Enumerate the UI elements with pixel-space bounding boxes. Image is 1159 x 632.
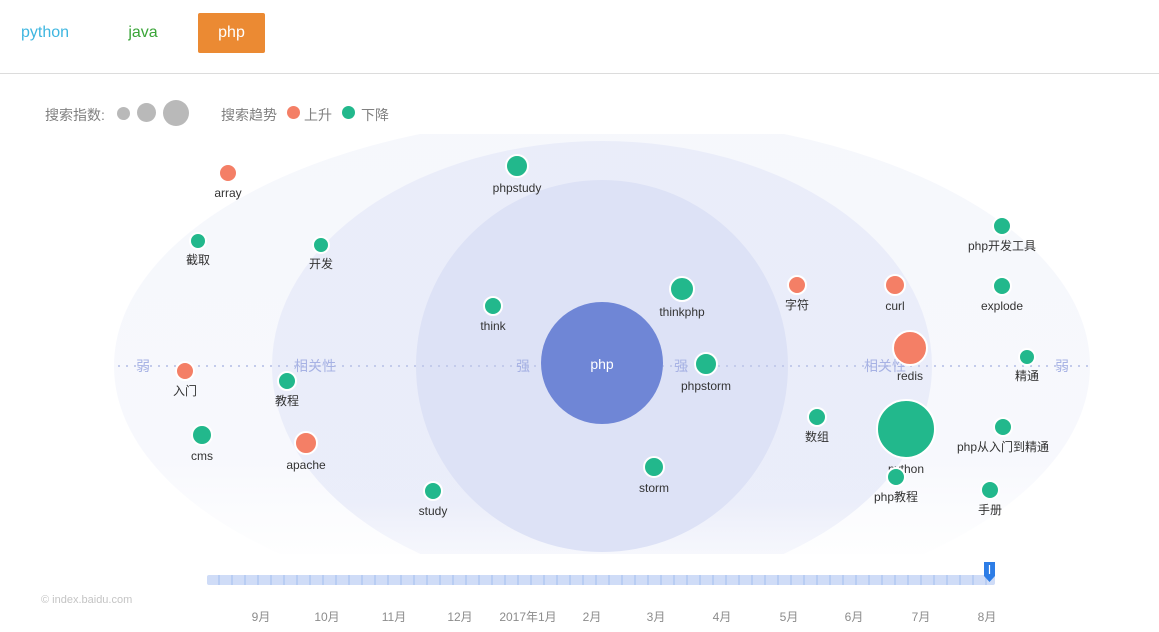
keyword-bubble[interactable] xyxy=(884,274,906,296)
trend-up-icon xyxy=(287,106,300,119)
timeline-month-label: 3月 xyxy=(646,610,666,624)
timeline-month-label: 7月 xyxy=(911,610,931,624)
keyword-label: cms xyxy=(191,449,213,463)
timeline-month-label: 9月 xyxy=(251,610,271,624)
keyword-label: 截取 xyxy=(186,253,210,267)
keyword-bubble[interactable] xyxy=(423,481,443,501)
keyword-bubble[interactable] xyxy=(191,424,213,446)
keyword-bubble[interactable] xyxy=(189,232,207,250)
keyword-bubble[interactable] xyxy=(992,276,1012,296)
axis-label-weak: 弱 xyxy=(1055,358,1069,374)
timeline-month-label: 6月 xyxy=(844,610,864,624)
keyword-label: 入门 xyxy=(173,383,197,398)
size-medium-icon xyxy=(137,103,156,122)
keyword-label: explode xyxy=(981,299,1023,313)
timeline-month-label: 12月 xyxy=(447,610,473,624)
keyword-label: 字符 xyxy=(785,297,809,312)
keyword-label: storm xyxy=(639,481,669,495)
keyword-bubble[interactable] xyxy=(312,236,330,254)
keyword-bubble[interactable] xyxy=(277,371,297,391)
keyword-bubble[interactable] xyxy=(694,352,718,376)
keyword-bubble[interactable] xyxy=(980,480,1000,500)
trend-down-label: 下降 xyxy=(361,107,389,123)
size-large-icon xyxy=(163,100,189,126)
timeline-month-label: 10月 xyxy=(314,610,340,624)
keyword-label: apache xyxy=(286,458,326,472)
keyword-label: 教程 xyxy=(275,393,299,408)
keyword-label: php教程 xyxy=(874,489,918,504)
center-keyword-label: php xyxy=(590,356,614,372)
axis-label-strong: 强 xyxy=(516,358,530,374)
trend-up-label: 上升 xyxy=(304,107,332,123)
timeline-month-label: 2月 xyxy=(582,610,602,624)
keyword-bubble[interactable] xyxy=(505,154,529,178)
timeline-handle-icon[interactable] xyxy=(983,561,996,583)
keyword-bubble[interactable] xyxy=(993,417,1013,437)
keyword-label: 开发 xyxy=(309,256,333,271)
keyword-bubble[interactable] xyxy=(886,467,906,487)
keyword-bubble[interactable] xyxy=(669,276,695,302)
tab-python[interactable]: python xyxy=(20,24,70,41)
keyword-bubble[interactable] xyxy=(218,163,238,183)
timeline-month-label: 11月 xyxy=(381,610,407,624)
timeline-track[interactable] xyxy=(207,575,995,585)
axis-label-strong: 强 xyxy=(674,358,688,374)
keyword-bubble[interactable] xyxy=(876,399,936,459)
timeline-month-label: 8月 xyxy=(977,610,997,624)
keyword-label: phpstudy xyxy=(493,181,542,195)
timeline: 9月 10月 11月 12月 2017年1月 2月 3月 4月 5月 6月 7月 8月 © index… xyxy=(0,560,1159,632)
axis-label-relevance: 相关性 xyxy=(864,358,906,374)
search-index-label: 搜索指数: xyxy=(45,107,105,123)
keyword-label: 数组 xyxy=(805,429,829,444)
keyword-bubble[interactable] xyxy=(807,407,827,427)
copyright-text: © index.baidu.com xyxy=(41,594,133,606)
keyword-label: php从入门到精通 xyxy=(957,439,1049,454)
timeline-month-label: 4月 xyxy=(712,610,732,624)
keyword-bubble[interactable] xyxy=(175,361,195,381)
keyword-bubble[interactable] xyxy=(1018,348,1036,366)
keyword-label: redis xyxy=(897,369,923,383)
keyword-bubble[interactable] xyxy=(992,216,1012,236)
keyword-label: php开发工具 xyxy=(968,238,1036,253)
keyword-label: think xyxy=(480,319,506,333)
keyword-label: phpstorm xyxy=(681,379,731,393)
keyword-bubble[interactable] xyxy=(787,275,807,295)
keyword-tabs: python java php xyxy=(0,0,1159,74)
keyword-bubble[interactable] xyxy=(892,330,928,366)
keyword-label: 精通 xyxy=(1015,369,1039,383)
timeline-month-label: 2017年1月 xyxy=(499,610,557,624)
keyword-bubble[interactable] xyxy=(294,431,318,455)
axis-label-weak: 弱 xyxy=(136,358,150,374)
keyword-label: 手册 xyxy=(978,503,1002,517)
keyword-label: study xyxy=(419,504,448,518)
keyword-bubble[interactable] xyxy=(643,456,665,478)
keyword-label: array xyxy=(214,186,241,200)
tab-java[interactable]: java xyxy=(128,24,158,41)
axis-label-relevance: 相关性 xyxy=(294,358,336,374)
tab-php[interactable]: php xyxy=(198,13,265,53)
keyword-bubble[interactable] xyxy=(483,296,503,316)
center-keyword-bubble[interactable] xyxy=(541,302,663,424)
trend-down-icon xyxy=(342,106,355,119)
keyword-label: thinkphp xyxy=(659,305,705,319)
search-trend-label: 搜索趋势 xyxy=(221,107,277,123)
keyword-label: curl xyxy=(885,299,904,313)
timeline-month-label: 5月 xyxy=(779,610,799,624)
size-small-icon xyxy=(117,107,130,120)
